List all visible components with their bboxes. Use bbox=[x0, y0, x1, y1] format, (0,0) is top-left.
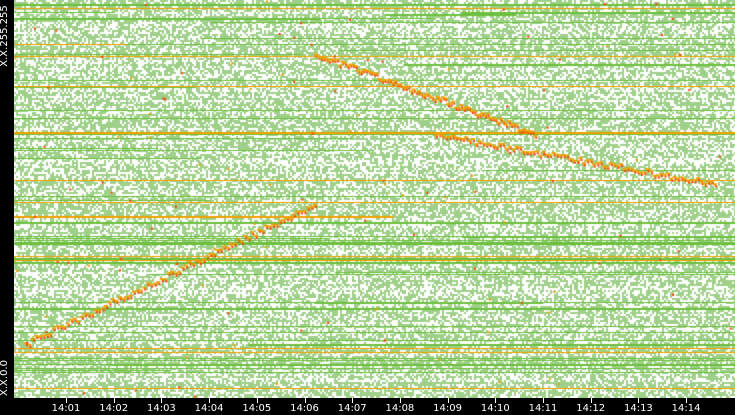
x-tick bbox=[209, 398, 211, 403]
x-tick-label: 14:07 bbox=[337, 403, 367, 414]
x-tick-label: 14:05 bbox=[242, 403, 272, 414]
x-tick bbox=[399, 398, 401, 403]
x-tick-label: 14:12 bbox=[576, 403, 606, 414]
x-tick bbox=[304, 398, 306, 403]
x-tick-label: 14:02 bbox=[99, 403, 129, 414]
heatmap-plot bbox=[14, 0, 735, 398]
x-tick-label: 14:08 bbox=[385, 403, 415, 414]
x-tick bbox=[113, 398, 115, 403]
x-tick bbox=[495, 398, 497, 403]
x-tick bbox=[447, 398, 449, 403]
x-tick bbox=[686, 398, 688, 403]
y-top-label: X.X.255.255 bbox=[0, 5, 10, 67]
x-tick bbox=[256, 398, 258, 403]
x-tick bbox=[352, 398, 354, 403]
x-tick-label: 14:11 bbox=[528, 403, 558, 414]
x-tick-label: 14:13 bbox=[623, 403, 653, 414]
x-tick bbox=[66, 398, 67, 403]
x-tick-label: 14:01 bbox=[51, 403, 81, 414]
x-tick bbox=[590, 398, 592, 403]
x-tick-label: 14:03 bbox=[146, 403, 176, 414]
x-tick-label: 14:14 bbox=[671, 403, 701, 414]
x-tick-label: 14:06 bbox=[290, 403, 319, 414]
x-tick bbox=[543, 398, 544, 403]
x-tick-label: 14:10 bbox=[480, 403, 510, 414]
x-tick bbox=[161, 398, 163, 403]
x-tick-label: 14:04 bbox=[194, 403, 224, 414]
x-tick-label: 14:09 bbox=[433, 403, 462, 414]
y-bottom-label: X.X.0.0 bbox=[0, 360, 10, 396]
x-tick bbox=[638, 398, 640, 403]
